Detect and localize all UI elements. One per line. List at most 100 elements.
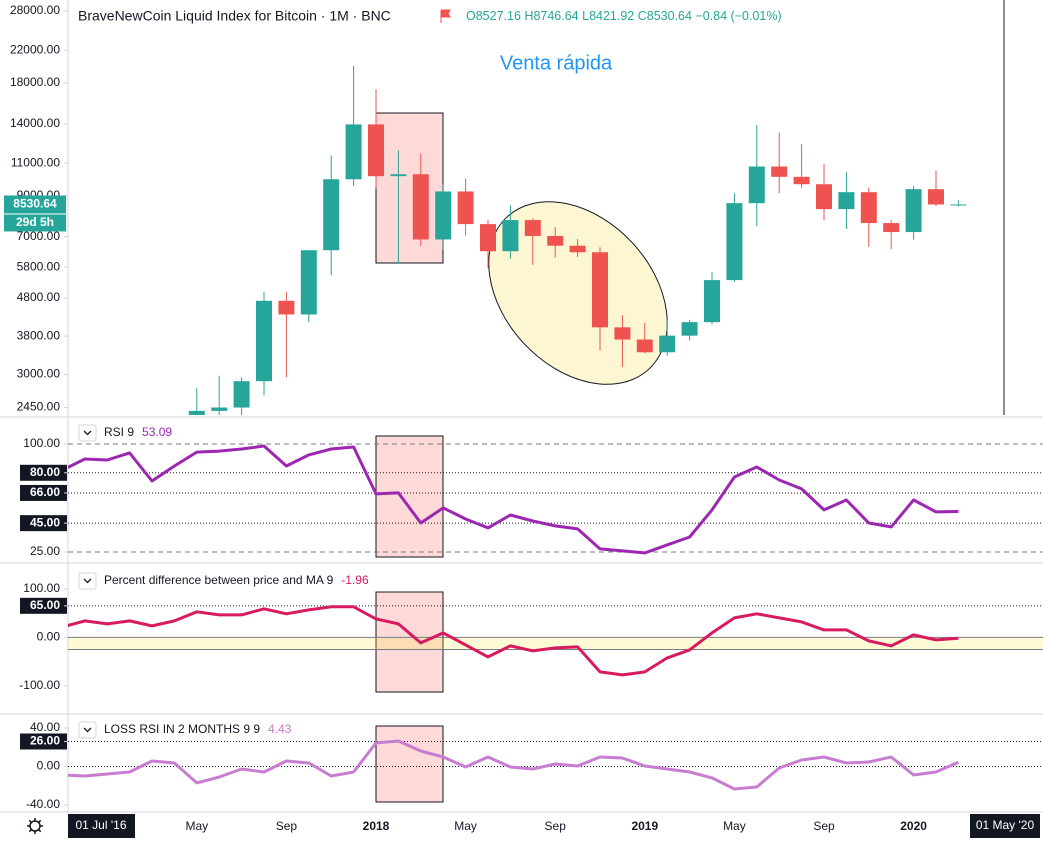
flag-icon[interactable]	[440, 9, 451, 23]
pane	[188, 65, 967, 415]
price-badge	[4, 195, 66, 214]
y-tick-label: 0.00	[37, 630, 61, 644]
y-tick-label: 2450.00	[17, 400, 61, 414]
y-tick-label: 4800.00	[17, 290, 61, 304]
ohlc-letter: L	[582, 9, 589, 23]
countdown-badge	[4, 214, 66, 232]
collapse-button[interactable]	[78, 721, 97, 739]
y-tick-label: -40.00	[26, 797, 60, 811]
y-tick-label: 100.00	[23, 581, 60, 595]
y-tick-label: 11000.00	[11, 155, 60, 169]
candle-body	[435, 191, 452, 240]
highlight-box[interactable]	[375, 725, 444, 803]
candle-body	[748, 166, 765, 204]
candle-body	[905, 189, 922, 233]
collapse-button[interactable]	[78, 424, 97, 442]
ohlc-letter: H	[524, 9, 533, 23]
y-tick-label: 100.00	[23, 436, 60, 450]
y-tick-label: 28000.00	[10, 3, 60, 17]
collapse-button[interactable]	[78, 572, 97, 590]
indicator-title: LOSS RSI IN 2 MONTHS 9 9	[104, 722, 260, 736]
y-tick-label: 22000.00	[10, 42, 60, 56]
marks	[68, 65, 1043, 791]
candle-body	[704, 280, 720, 323]
x-tick-label: 2018	[363, 819, 390, 833]
candle-body	[547, 235, 564, 246]
y-tick-label: 80.00	[30, 465, 60, 479]
candle-body	[457, 191, 474, 225]
chevron	[83, 430, 92, 436]
y-tick-label: 14000.00	[10, 116, 60, 130]
settings-icon[interactable]	[27, 818, 43, 834]
candle-body	[278, 300, 295, 315]
y-tick-label: 18000.00	[10, 75, 60, 89]
highlight-box[interactable]	[375, 591, 444, 693]
x-tick-label: 2019	[631, 819, 658, 833]
collapse-box[interactable]	[78, 721, 97, 739]
pane	[68, 443, 1043, 555]
ohlc-value: 8530.64	[647, 9, 692, 23]
candle-body	[950, 204, 967, 206]
candle-body	[816, 184, 832, 210]
candle-body	[368, 124, 384, 177]
indicator-title: RSI 9	[104, 425, 134, 439]
time-badge	[970, 814, 1040, 838]
time-badge	[68, 814, 135, 838]
candle-body	[681, 322, 698, 336]
ohlc-value: 8421.92	[589, 9, 634, 23]
candle-body	[592, 252, 608, 328]
y-tick-label: 65.00	[30, 598, 60, 612]
tick-badge	[20, 733, 67, 750]
collapse-box[interactable]	[78, 572, 97, 590]
indicator-value: -1.96	[341, 573, 369, 587]
candle-body	[569, 245, 586, 253]
y-tick-label: 3000.00	[17, 367, 61, 381]
annotation-text[interactable]: Venta rápida	[500, 52, 613, 74]
x-tick-label: Sep	[545, 819, 567, 833]
y-tick-label: -100.00	[19, 678, 60, 692]
time-badge-label: 01 May '20	[976, 818, 1035, 832]
x-tick-label: 2020	[900, 819, 927, 833]
highlight-box[interactable]	[375, 435, 444, 558]
y-tick-label: 7000.00	[17, 229, 61, 243]
indicator-line	[68, 444, 959, 555]
symbol-title[interactable]: BraveNewCoin Liquid Index for Bitcoin · …	[78, 8, 391, 24]
indicator-title: Percent difference between price and MA …	[104, 573, 334, 587]
chevron	[83, 727, 92, 733]
candle-body	[726, 203, 743, 281]
candle-body	[860, 192, 877, 224]
x-tick-label: May	[723, 819, 746, 833]
indicator-line	[68, 739, 960, 791]
candle-body	[928, 189, 944, 205]
pane	[68, 739, 1043, 791]
tick-badge	[20, 484, 67, 501]
ohlc-value: 8746.64	[533, 9, 578, 23]
indicator-value: 4.43	[268, 722, 292, 736]
indicator-value: 53.09	[142, 425, 172, 439]
countdown-label: 29d 5h	[16, 215, 54, 229]
candle-body	[614, 327, 631, 340]
tick-badge	[20, 515, 67, 532]
ohlc-value: 8527.16	[476, 9, 521, 23]
y-tick-label: 5800.00	[17, 259, 61, 273]
candle-body	[838, 192, 855, 210]
x-tick-label: Sep	[813, 819, 835, 833]
time-badge-label: 01 Jul '16	[76, 818, 127, 832]
highlight-box[interactable]	[375, 112, 444, 264]
ohlc-legend: O8527.16 H8746.64 L8421.92 C8530.64 −0.8…	[466, 9, 782, 23]
tick-badge	[20, 597, 67, 614]
chevron	[83, 578, 92, 584]
candle-body	[390, 174, 407, 177]
candle-body	[883, 223, 900, 233]
collapse-box[interactable]	[78, 424, 97, 442]
ohlc-letter: C	[638, 9, 647, 23]
candle-body	[480, 224, 496, 252]
pane	[68, 605, 1043, 677]
candle-body	[233, 381, 250, 408]
change-label: −0.84 (−0.01%)	[695, 9, 781, 23]
candle-body	[771, 166, 788, 177]
candle-body	[524, 220, 541, 236]
